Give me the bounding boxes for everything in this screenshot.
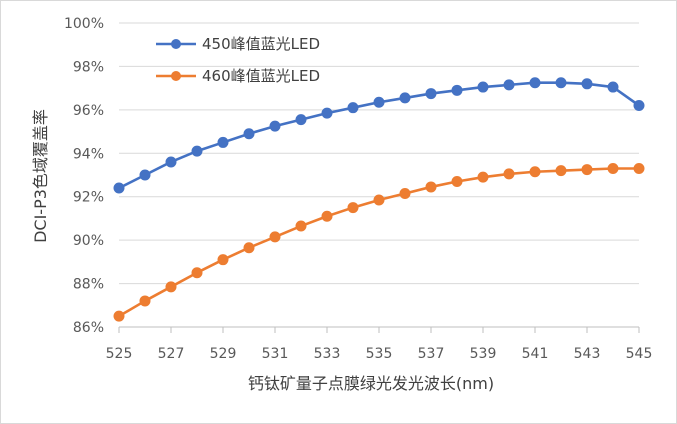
series-1-point-534 <box>347 102 359 114</box>
series-2-point-541 <box>529 166 541 178</box>
series-1-point-540 <box>503 79 515 91</box>
series-2-point-532 <box>295 220 307 232</box>
series-2-point-529 <box>217 254 229 266</box>
series-1-point-525 <box>113 182 125 194</box>
legend-label-2: 460峰值蓝光LED <box>202 67 320 85</box>
series-2-point-530 <box>243 242 255 254</box>
x-tick-label-543: 543 <box>574 346 601 362</box>
y-tick-label-96: 96% <box>73 103 104 119</box>
axes: 86% 88% 90% 92% 94% 96% 98% 100% 525 527 529 531 533… <box>64 16 652 362</box>
series-1-point-531 <box>269 120 281 132</box>
x-tick-label-527: 527 <box>158 346 185 362</box>
series-1-point-530 <box>243 128 255 140</box>
x-tick-label-525: 525 <box>106 346 133 362</box>
y-tick-label-90: 90% <box>73 233 104 249</box>
series-1-point-529 <box>217 136 229 148</box>
series-2-point-539 <box>477 171 489 183</box>
series-2-point-545 <box>633 162 645 174</box>
y-tick-label-88: 88% <box>73 277 104 293</box>
series-1-point-527 <box>165 156 177 168</box>
series-1-point-535 <box>373 96 385 108</box>
x-tick-label-539: 539 <box>470 346 497 362</box>
legend: 450峰值蓝光LED 460峰值蓝光LED <box>156 35 320 85</box>
series-2-point-543 <box>581 164 593 176</box>
series-1-point-528 <box>191 145 203 157</box>
series-line-2 <box>118 167 639 318</box>
x-tick-label-537: 537 <box>418 346 445 362</box>
legend-label-1: 450峰值蓝光LED <box>202 35 320 53</box>
x-axis-title: 钙钛矿量子点膜绿光发光波长(nm) <box>248 374 494 393</box>
series-2-point-526 <box>139 295 151 307</box>
x-tick-label-535: 535 <box>366 346 393 362</box>
series-2-point-542 <box>555 165 567 177</box>
series-2-point-528 <box>191 267 203 279</box>
gridlines <box>119 22 639 285</box>
series-1-point-542 <box>555 77 567 89</box>
series-2-point-534 <box>347 202 359 214</box>
y-tick-label-100: 100% <box>64 16 104 32</box>
y-axis-title: DCI-P3色域覆盖率 <box>31 109 50 243</box>
series-2-point-537 <box>425 181 437 193</box>
series-2-point-540 <box>503 168 515 180</box>
series-2-point-525 <box>113 310 125 322</box>
series-1-point-539 <box>477 81 489 93</box>
legend-marker-1 <box>171 39 181 49</box>
series-1-point-545 <box>633 100 645 112</box>
series-2-point-536 <box>399 187 411 199</box>
series-1-point-544 <box>607 81 619 93</box>
series-2-point-544 <box>607 162 619 174</box>
series-1-point-536 <box>399 92 411 104</box>
x-tick-label-541: 541 <box>522 346 549 362</box>
legend-marker-2 <box>171 71 181 81</box>
series-1-point-537 <box>425 88 437 100</box>
series-2-point-531 <box>269 231 281 243</box>
series-1-point-533 <box>321 107 333 119</box>
x-tick-label-531: 531 <box>262 346 289 362</box>
y-tick-label-98: 98% <box>73 59 104 75</box>
series-1-point-541 <box>529 77 541 89</box>
x-tick-label-545: 545 <box>626 346 653 362</box>
series-2-point-527 <box>165 281 177 293</box>
y-tick-label-86: 86% <box>73 320 104 336</box>
series-1-point-532 <box>295 114 307 126</box>
series-2-point-533 <box>321 210 333 222</box>
series-1-point-543 <box>581 78 593 90</box>
y-tick-label-94: 94% <box>73 146 104 162</box>
series-1-point-538 <box>451 84 463 96</box>
series-2-point-538 <box>451 176 463 188</box>
x-tick-label-529: 529 <box>210 346 237 362</box>
data-series <box>113 77 645 322</box>
y-tick-label-92: 92% <box>73 190 104 206</box>
series-1-point-526 <box>139 169 151 181</box>
series-2-point-535 <box>373 194 385 206</box>
x-tick-label-533: 533 <box>314 346 341 362</box>
